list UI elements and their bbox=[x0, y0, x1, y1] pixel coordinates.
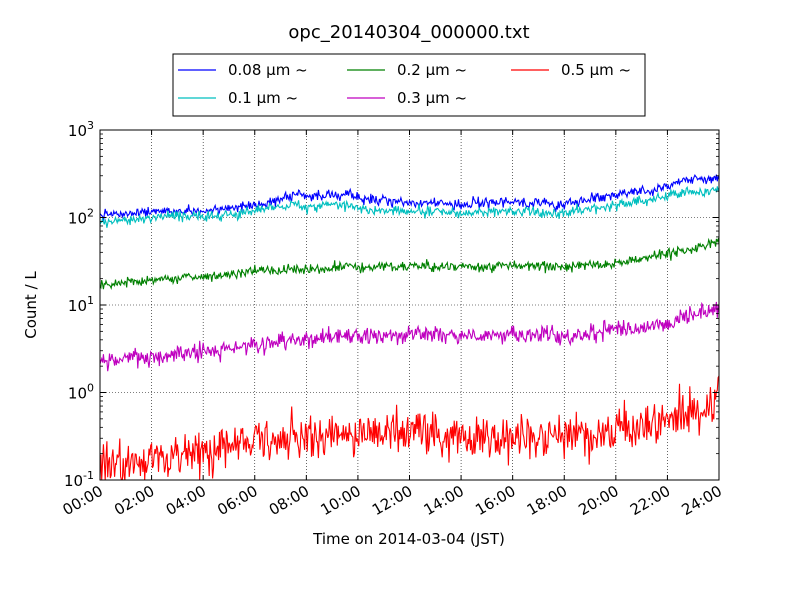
legend-box bbox=[172, 53, 646, 117]
series-line-4 bbox=[99, 375, 720, 481]
y-tick-label: 100 bbox=[68, 382, 94, 403]
series-layer bbox=[99, 174, 720, 481]
y-axis-title: Count / L bbox=[22, 271, 40, 339]
legend-label: 0.2 μm ~ bbox=[397, 61, 467, 79]
legend: 0.08 μm ~ 0.1 μm ~ 0.2 μm ~ 0.3 μm ~ 0.5 μm … bbox=[172, 53, 646, 117]
series-line-1 bbox=[99, 186, 720, 228]
grid bbox=[100, 130, 719, 480]
y-tick-labels: 10-1 100 101 102 103 bbox=[64, 119, 94, 490]
legend-label: 0.3 μm ~ bbox=[397, 89, 467, 107]
legend-label: 0.5 μm ~ bbox=[561, 61, 631, 79]
y-tick-label: 10-1 bbox=[64, 469, 94, 490]
legend-label: 0.08 μm ~ bbox=[228, 61, 308, 79]
y-tick-label: 102 bbox=[68, 207, 94, 228]
ticks bbox=[99, 129, 720, 481]
y-tick-label: 103 bbox=[68, 119, 94, 140]
series-line-3 bbox=[99, 301, 720, 372]
series-line-0 bbox=[99, 174, 720, 222]
series-line-2 bbox=[99, 237, 720, 291]
y-tick-label: 101 bbox=[68, 294, 94, 315]
chart-title: opc_20140304_000000.txt bbox=[288, 22, 529, 43]
legend-label: 0.1 μm ~ bbox=[228, 89, 298, 107]
x-axis-title: Time on 2014-03-04 (JST) bbox=[312, 530, 505, 548]
